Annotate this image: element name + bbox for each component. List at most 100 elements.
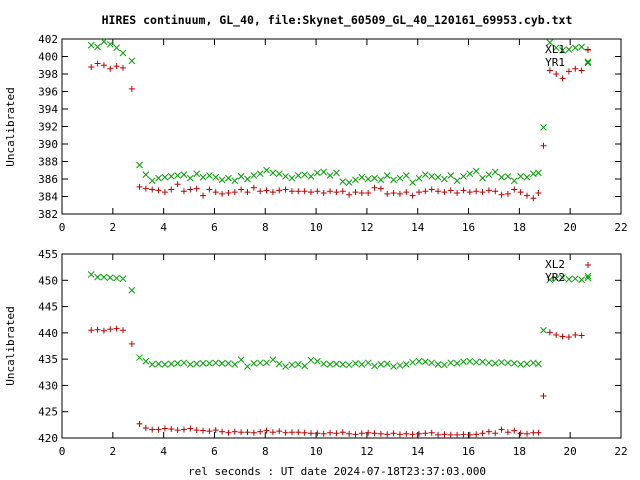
data-point <box>326 361 334 368</box>
x-tick-label: 6 <box>211 445 218 458</box>
data-point <box>244 429 251 436</box>
data-point <box>409 358 416 366</box>
data-point <box>358 430 365 437</box>
data-point <box>540 124 547 131</box>
data-point <box>535 169 542 177</box>
data-point <box>326 172 334 179</box>
x-tick-label: 12 <box>360 445 373 458</box>
data-point <box>119 64 126 71</box>
data-point <box>288 429 295 436</box>
data-point <box>193 170 201 178</box>
y-tick-label: 450 <box>38 274 58 287</box>
y-tick-label: 435 <box>38 353 58 366</box>
x-tick-label: 0 <box>59 445 66 458</box>
data-point <box>352 431 359 438</box>
data-point <box>511 427 518 434</box>
data-point <box>128 286 136 294</box>
data-point <box>428 359 436 367</box>
data-point <box>314 169 321 177</box>
data-point <box>453 359 461 367</box>
data-point <box>565 275 573 283</box>
data-point <box>345 179 353 186</box>
data-point <box>460 187 467 194</box>
data-point <box>553 71 560 77</box>
data-point <box>517 361 524 368</box>
data-point <box>168 186 175 193</box>
data-point <box>498 191 505 198</box>
data-point <box>206 172 213 179</box>
data-point <box>415 357 423 365</box>
data-point <box>403 189 410 196</box>
data-point <box>492 188 499 195</box>
data-point <box>314 357 321 365</box>
data-point <box>168 426 175 433</box>
data-point <box>225 359 232 367</box>
data-point <box>447 431 454 438</box>
series-xl1 <box>88 46 591 202</box>
data-point <box>269 189 276 196</box>
data-point <box>396 174 404 182</box>
x-tick-label: 14 <box>411 221 425 234</box>
bottom-y-axis-label: Uncalibrated <box>4 306 17 385</box>
y-tick-label: 455 <box>38 248 58 261</box>
data-point <box>390 176 397 184</box>
data-point <box>447 359 455 367</box>
data-point <box>174 427 181 434</box>
data-point <box>219 190 226 197</box>
chart-title: HIRES continuum, GL_40, file:Skynet_6050… <box>102 13 573 28</box>
data-point <box>113 274 120 282</box>
data-point <box>479 189 486 196</box>
data-point <box>161 361 169 368</box>
x-tick-label: 4 <box>160 221 167 234</box>
x-tick-label: 20 <box>564 445 577 458</box>
data-point <box>282 363 289 370</box>
data-point <box>428 186 435 193</box>
data-point <box>511 186 518 193</box>
data-point <box>231 177 239 185</box>
data-point <box>377 430 384 437</box>
data-point <box>301 188 308 195</box>
data-point <box>390 363 397 370</box>
data-point <box>339 429 346 436</box>
data-point <box>352 189 359 196</box>
data-point <box>276 428 283 435</box>
data-point <box>142 357 150 365</box>
data-point <box>371 430 378 437</box>
data-point <box>466 357 474 365</box>
data-point <box>504 190 511 197</box>
data-point <box>553 331 560 338</box>
data-point <box>546 276 554 284</box>
data-point <box>345 361 353 369</box>
data-point <box>415 430 422 437</box>
data-point <box>250 172 258 179</box>
data-point <box>244 175 251 183</box>
data-point <box>415 174 423 182</box>
data-point <box>199 359 207 367</box>
data-point <box>358 173 366 181</box>
legend-marker-xl1 <box>585 47 591 53</box>
top-data-points <box>87 38 592 202</box>
data-point <box>517 430 524 437</box>
data-point <box>572 65 579 72</box>
data-point <box>498 173 505 181</box>
data-point <box>535 360 542 368</box>
y-tick-label: 392 <box>38 121 58 134</box>
data-point <box>371 174 378 182</box>
data-point <box>113 325 120 332</box>
data-point <box>288 174 296 182</box>
data-point <box>364 175 372 183</box>
data-point <box>288 188 295 195</box>
data-point <box>504 173 512 180</box>
data-point <box>206 359 213 367</box>
data-point <box>559 47 566 54</box>
data-point <box>517 173 524 180</box>
data-point <box>107 65 114 72</box>
data-point <box>422 188 429 195</box>
data-point <box>301 171 309 178</box>
data-point <box>504 359 512 367</box>
data-point <box>167 360 175 368</box>
data-point <box>155 360 162 368</box>
data-point <box>466 170 474 178</box>
data-point <box>364 359 372 367</box>
data-point <box>263 166 270 174</box>
